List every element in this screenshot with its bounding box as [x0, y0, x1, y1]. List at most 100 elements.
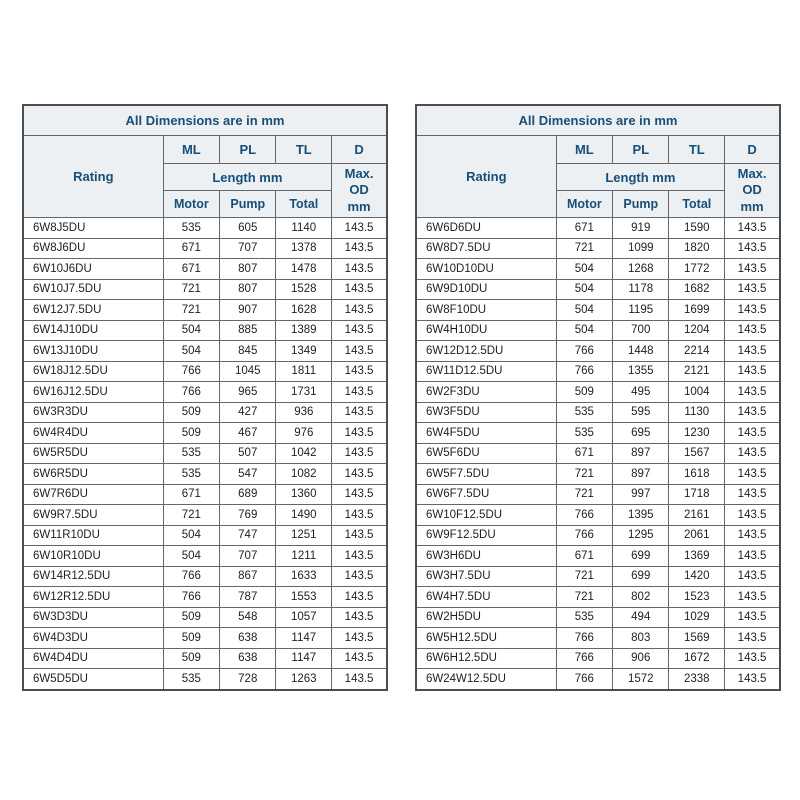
value-cell: 997 — [612, 483, 670, 505]
value-cell: 143.5 — [331, 442, 388, 464]
value-cell: 1731 — [275, 381, 333, 403]
value-cell: 143.5 — [331, 381, 388, 403]
table-row: 6W16J12.5DU 766 965 1731 143.5 — [22, 381, 388, 403]
value-cell: 671 — [162, 237, 221, 259]
value-cell: 1355 — [612, 360, 670, 382]
table-row: 6W9F12.5DU 766 1295 2061 143.5 — [415, 524, 781, 546]
value-cell: 728 — [219, 668, 277, 690]
rating-cell: 6W18J12.5DU — [22, 360, 164, 382]
table-row: 6W6D6DU 671 919 1590 143.5 — [415, 217, 781, 239]
table-row: 6W5H12.5DU 766 803 1569 143.5 — [415, 627, 781, 649]
value-cell: 1230 — [668, 422, 726, 444]
dimensions-table-left: All Dimensions are in mm Rating ML PL TL… — [22, 104, 388, 691]
value-cell: 509 — [162, 627, 221, 649]
table-row: 6W3R3DU 509 427 936 143.5 — [22, 401, 388, 423]
value-cell: 919 — [612, 217, 670, 239]
pump-column-header: Pump — [219, 190, 277, 218]
value-cell: 699 — [612, 565, 670, 587]
value-cell: 143.5 — [724, 442, 781, 464]
value-cell: 1628 — [275, 299, 333, 321]
value-cell: 143.5 — [331, 319, 388, 341]
rating-cell: 6W5D5DU — [22, 668, 164, 690]
value-cell: 802 — [612, 586, 670, 608]
rating-cell: 6W3D3DU — [22, 606, 164, 628]
rating-cell: 6W10F12.5DU — [415, 504, 557, 526]
value-cell: 689 — [219, 483, 277, 505]
table-row: 6W5F6DU 671 897 1567 143.5 — [415, 442, 781, 464]
value-cell: 143.5 — [724, 340, 781, 362]
value-cell: 143.5 — [331, 504, 388, 526]
value-cell: 143.5 — [331, 668, 388, 690]
table-row: 6W14J10DU 504 885 1389 143.5 — [22, 319, 388, 341]
rating-cell: 6W6H12.5DU — [415, 647, 557, 669]
value-cell: 2161 — [668, 504, 726, 526]
value-cell: 1490 — [275, 504, 333, 526]
value-cell: 721 — [555, 463, 614, 485]
value-cell: 1553 — [275, 586, 333, 608]
value-cell: 143.5 — [331, 627, 388, 649]
value-cell: 143.5 — [331, 586, 388, 608]
table-row: 6W10D10DU 504 1268 1772 143.5 — [415, 258, 781, 280]
value-cell: 845 — [219, 340, 277, 362]
value-cell: 1099 — [612, 237, 670, 259]
value-cell: 143.5 — [724, 278, 781, 300]
value-cell: 143.5 — [724, 360, 781, 382]
table-row: 6W8F10DU 504 1195 1699 143.5 — [415, 299, 781, 321]
table-row: 6W5D5DU 535 728 1263 143.5 — [22, 668, 388, 690]
rating-cell: 6W12D12.5DU — [415, 340, 557, 362]
motor-column-header: Motor — [162, 190, 221, 218]
rating-cell: 6W5F7.5DU — [415, 463, 557, 485]
value-cell: 605 — [219, 217, 277, 239]
rating-cell: 6W10R10DU — [22, 545, 164, 567]
table-row: 6W18J12.5DU 766 1045 1811 143.5 — [22, 360, 388, 382]
ml-column-header: ML — [162, 135, 221, 164]
table-row: 6W5R5DU 535 507 1042 143.5 — [22, 442, 388, 464]
value-cell: 143.5 — [724, 504, 781, 526]
rating-cell: 6W5R5DU — [22, 442, 164, 464]
value-cell: 907 — [219, 299, 277, 321]
rating-cell: 6W13J10DU — [22, 340, 164, 362]
pump-column-header: Pump — [612, 190, 670, 218]
value-cell: 671 — [162, 258, 221, 280]
table-row: 6W8J6DU 671 707 1378 143.5 — [22, 237, 388, 259]
value-cell: 504 — [555, 258, 614, 280]
rating-cell: 6W7R6DU — [22, 483, 164, 505]
value-cell: 721 — [162, 504, 221, 526]
value-cell: 143.5 — [331, 360, 388, 382]
value-cell: 766 — [555, 340, 614, 362]
value-cell: 509 — [555, 381, 614, 403]
max-od-line-1: Max. — [737, 166, 767, 182]
value-cell: 699 — [612, 545, 670, 567]
value-cell: 2214 — [668, 340, 726, 362]
value-cell: 143.5 — [331, 340, 388, 362]
table-row: 6W10J6DU 671 807 1478 143.5 — [22, 258, 388, 280]
value-cell: 467 — [219, 422, 277, 444]
value-cell: 143.5 — [724, 565, 781, 587]
value-cell: 143.5 — [331, 217, 388, 239]
value-cell: 867 — [219, 565, 277, 587]
value-cell: 143.5 — [331, 606, 388, 628]
value-cell: 535 — [555, 422, 614, 444]
value-cell: 1633 — [275, 565, 333, 587]
value-cell: 1263 — [275, 668, 333, 690]
table-row: 6W4D3DU 509 638 1147 143.5 — [22, 627, 388, 649]
rating-cell: 6W2F3DU — [415, 381, 557, 403]
value-cell: 504 — [162, 319, 221, 341]
value-cell: 143.5 — [724, 463, 781, 485]
value-cell: 143.5 — [331, 237, 388, 259]
value-cell: 721 — [162, 278, 221, 300]
table-row: 6W3H6DU 671 699 1369 143.5 — [415, 545, 781, 567]
table-row: 6W6H12.5DU 766 906 1672 143.5 — [415, 647, 781, 669]
value-cell: 766 — [555, 647, 614, 669]
max-od-header: Max. OD mm — [724, 163, 781, 218]
value-cell: 1140 — [275, 217, 333, 239]
value-cell: 509 — [162, 422, 221, 444]
value-cell: 707 — [219, 237, 277, 259]
table-row: 6W3D3DU 509 548 1057 143.5 — [22, 606, 388, 628]
table-row: 6W4F5DU 535 695 1230 143.5 — [415, 422, 781, 444]
tl-column-header: TL — [668, 135, 726, 164]
rating-cell: 6W3F5DU — [415, 401, 557, 423]
rating-cell: 6W9R7.5DU — [22, 504, 164, 526]
rating-cell: 6W11D12.5DU — [415, 360, 557, 382]
value-cell: 1528 — [275, 278, 333, 300]
